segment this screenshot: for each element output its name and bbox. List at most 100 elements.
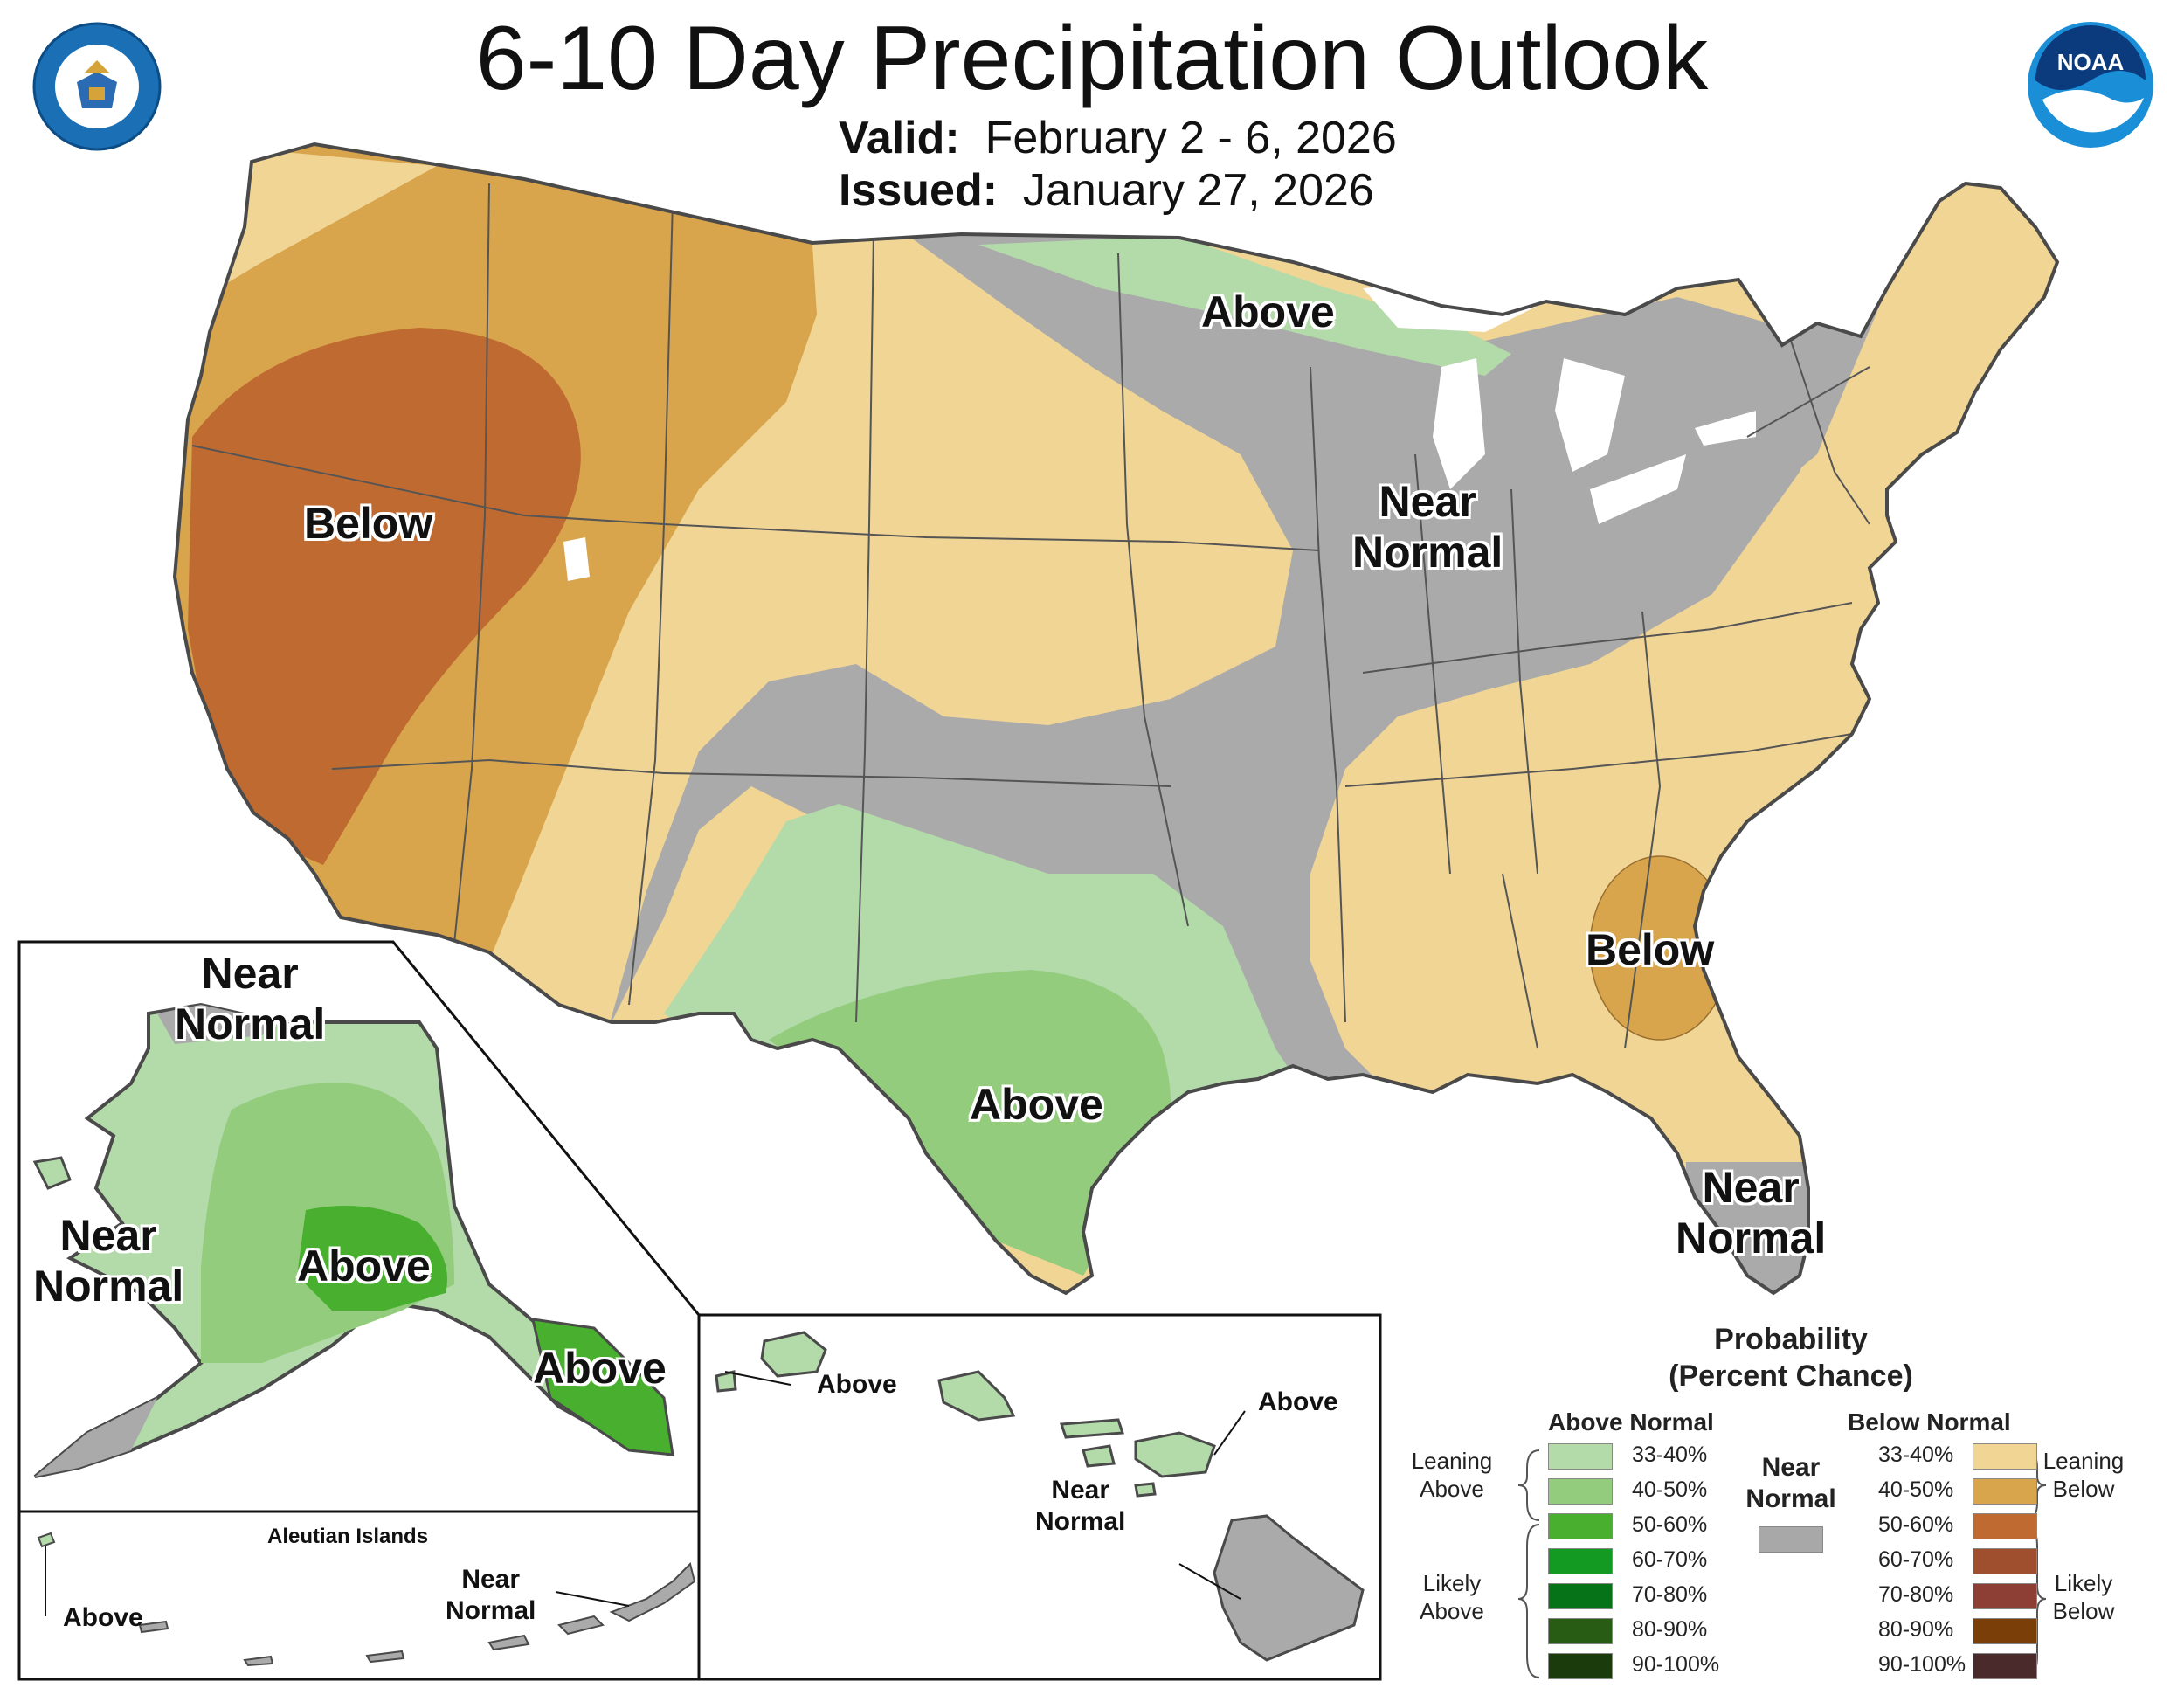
label-near-line1: Near <box>1379 477 1476 526</box>
above-label-1: 33-40% <box>1632 1442 1708 1467</box>
label-alaska-near-normal-north: Near Normal <box>175 948 325 1049</box>
alaska-map <box>32 1002 674 1478</box>
above-label-5: 70-80% <box>1632 1582 1708 1607</box>
lanai <box>1082 1444 1116 1468</box>
label-below-southeast: Below <box>1586 925 1715 974</box>
above-swatch-6 <box>1548 1618 1613 1644</box>
commerce-seal-icon <box>32 22 162 151</box>
below-swatch-3 <box>1973 1513 2037 1539</box>
label-alaska-above-panhandle: Above <box>533 1344 667 1393</box>
label-alaska-near-normal-west: Near Normal <box>33 1210 183 1311</box>
above-swatch-7 <box>1548 1653 1613 1679</box>
legend-leaning-below: Leaning Below <box>2035 1447 2132 1503</box>
north-above-33-40 <box>978 236 1511 376</box>
label-above-texas: Above <box>970 1080 1103 1129</box>
label-ak-west-line2: Normal <box>33 1262 184 1311</box>
above-swatch-2 <box>1548 1478 1613 1505</box>
likely-below-line1: Likely <box>2054 1570 2113 1596</box>
label-normal-line2: Normal <box>1352 528 1503 577</box>
conus-outline <box>172 142 2060 1296</box>
label-ak-north-line2: Normal <box>175 1000 326 1048</box>
leaning-above-line2: Above <box>1420 1476 1484 1502</box>
texas-above-40-50 <box>769 970 1171 1276</box>
label-ak-west-line1: Near <box>59 1211 157 1260</box>
legend-title-line1: Probability <box>1714 1323 1868 1356</box>
likely-above-line1: Likely <box>1422 1570 1482 1596</box>
legend-leaning-above: Leaning Above <box>1408 1447 1496 1503</box>
below-label-6: 80-90% <box>1878 1617 1954 1642</box>
alaska-north-near-normal <box>157 1005 280 1044</box>
likely-below-line2: Below <box>2052 1598 2115 1624</box>
lake-michigan <box>1433 358 1485 489</box>
label-near-normal-central: Near Normal <box>1352 476 1503 578</box>
maui <box>1134 1431 1216 1478</box>
valid-label: Valid: <box>839 113 960 163</box>
label-above-north: Above <box>1201 287 1335 336</box>
state-borders <box>191 183 1870 1049</box>
alaska-panhandle-above <box>531 1318 674 1456</box>
legend-likely-below: Likely Below <box>2035 1569 2132 1625</box>
aleutian-near-line2: Normal <box>446 1596 536 1625</box>
aleutian-near-label: Near Normal <box>446 1564 536 1627</box>
above-label-7: 90-100% <box>1632 1652 1720 1677</box>
above-label-2: 40-50% <box>1632 1477 1708 1502</box>
hawaii-near-line2: Normal <box>1035 1507 1126 1536</box>
above-label-6: 80-90% <box>1632 1617 1708 1642</box>
above-label-3: 50-60% <box>1632 1512 1708 1537</box>
hawaii-west-pointer <box>724 1371 791 1386</box>
below-label-2: 40-50% <box>1878 1477 1954 1502</box>
hawaii-near-normal-label: Near Normal <box>1035 1475 1125 1538</box>
page-title: 6-10 Day Precipitation Outlook <box>475 8 1709 109</box>
nw-coast-leaning-below <box>218 149 437 288</box>
issued-line: Issued: January 27, 2026 <box>839 164 1374 217</box>
below-swatch-5 <box>1973 1583 2037 1609</box>
aleutian-near-pointer <box>555 1591 630 1607</box>
label-near-normal-florida: Near Normal <box>1676 1162 1826 1263</box>
legend-near-normal-label: Near Normal <box>1743 1452 1839 1515</box>
hawaii-big-island-pointer <box>1178 1563 1241 1600</box>
legend-likely-above: Likely Above <box>1408 1569 1496 1625</box>
alaska-above-50-60 <box>297 1206 447 1311</box>
hawaii-near-line1: Near <box>1051 1476 1110 1505</box>
above-swatch-5 <box>1548 1583 1613 1609</box>
hawaii-above-west-label: Above <box>817 1370 897 1399</box>
above-swatch-4 <box>1548 1548 1613 1574</box>
below-label-5: 70-80% <box>1878 1582 1954 1607</box>
noaa-logo-icon: NOAA <box>2028 22 2153 148</box>
label-alaska-above-central: Above <box>297 1242 431 1290</box>
legend-near-line2: Normal <box>1745 1484 1836 1513</box>
leaning-below-line2: Below <box>2052 1476 2115 1502</box>
kauai <box>760 1331 827 1378</box>
below-label-4: 60-70% <box>1878 1547 1954 1572</box>
lake-ontario <box>1695 411 1756 446</box>
above-label-4: 60-70% <box>1632 1547 1708 1572</box>
likely-above-line2: Above <box>1420 1598 1484 1624</box>
legend-below-header: Below Normal <box>1848 1408 2011 1435</box>
northeast-near-normal-strip <box>1642 288 1887 577</box>
oahu <box>937 1370 1016 1422</box>
alaska-island-west <box>32 1156 72 1190</box>
below-label-3: 50-60% <box>1878 1512 1954 1537</box>
molokai <box>1059 1418 1125 1439</box>
legend-title: Probability (Percent Chance) <box>1625 1321 1957 1394</box>
label-below-west: Below <box>304 499 433 548</box>
above-swatch-1 <box>1548 1443 1613 1470</box>
label-florida-line2: Normal <box>1676 1214 1827 1263</box>
hawaii-above-east-label: Above <box>1258 1387 1338 1416</box>
alaska-peninsula-near-normal <box>35 1398 157 1477</box>
valid-line: Valid: February 2 - 6, 2026 <box>839 112 1397 164</box>
issued-label: Issued: <box>839 165 999 216</box>
aleutian-near-line1: Near <box>461 1565 521 1594</box>
noaa-logo-text: NOAA <box>2057 49 2125 75</box>
below-label-7: 90-100% <box>1878 1652 1966 1677</box>
legend-title-line2: (Percent Chance) <box>1669 1359 1913 1393</box>
central-near-normal <box>603 236 1878 1136</box>
aleutian-inset-frame <box>17 1510 701 1681</box>
hawaii-east-pointer <box>1213 1410 1246 1456</box>
kahoolawe <box>1134 1482 1157 1498</box>
aleutian-above-label: Above <box>63 1603 143 1632</box>
great-salt-lake <box>563 537 590 581</box>
issued-date: January 27, 2026 <box>1022 165 1374 216</box>
